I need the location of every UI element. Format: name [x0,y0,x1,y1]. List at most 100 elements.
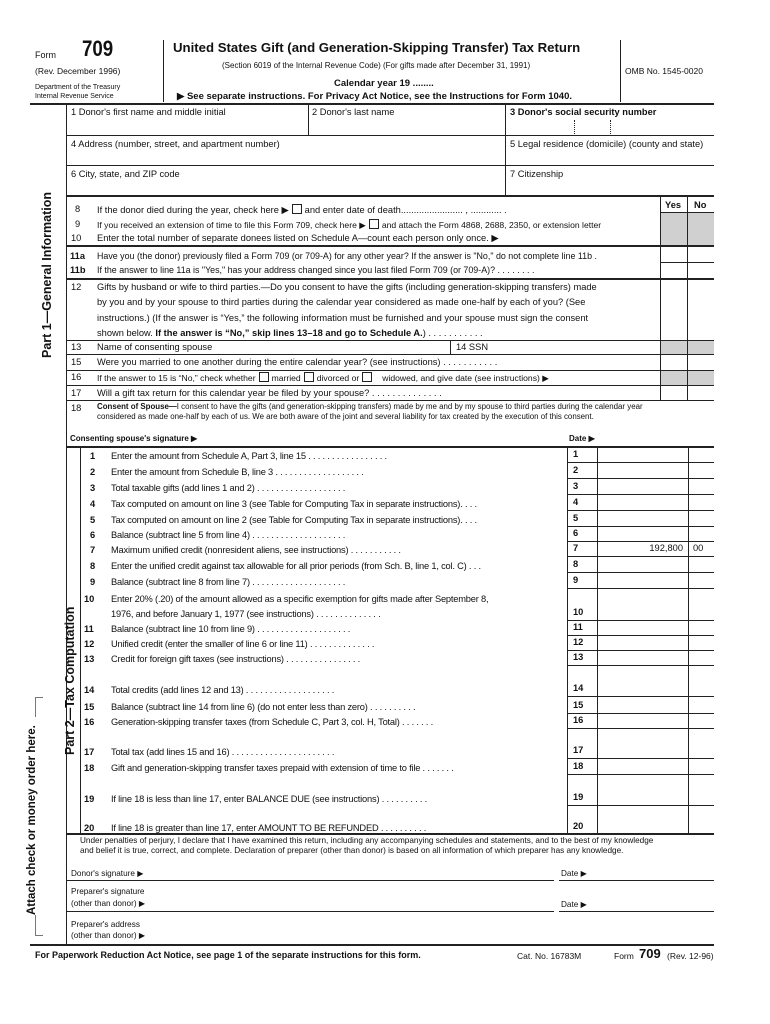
rule [567,541,714,542]
box-number: 16 [573,715,584,725]
box-number: 5 [573,513,579,523]
rule [660,212,714,213]
preparer-date[interactable]: Date ▶ [561,900,587,909]
line-8-text: and enter date of death [304,205,401,215]
line-13-text: Credit for foreign gift taxes (see instr… [111,654,361,664]
line-5-text: Tax computed on amount on line 2 (see Ta… [111,515,477,525]
box-number: 11 [573,622,583,632]
consent-text: I consent to have the gifts (and generat… [176,402,643,411]
box-number: 18 [573,761,584,771]
widowed-checkbox[interactable] [362,372,373,382]
divider [450,340,451,354]
line-number: 8 [75,204,81,214]
bracket [35,935,43,936]
line-number: 3 [90,483,96,493]
cents-col [688,447,689,833]
line-number: 10 [71,233,82,243]
rule [660,262,714,263]
consenting-spouse-signature[interactable]: Consenting spouse's signature ▶ [70,434,198,443]
rule [567,588,714,589]
rule [567,462,714,463]
donor-date[interactable]: Date ▶ [561,869,587,878]
ssn-sep [574,120,575,134]
married-label: married [271,373,301,383]
irs: Internal Revenue Service [35,93,114,100]
widowed-label: widowed, and give date (see instructions… [382,373,549,383]
field-city[interactable]: 6 City, state, and ZIP code [71,169,180,179]
divider [620,40,621,102]
bracket [35,697,36,717]
line-number: 9 [75,219,81,229]
line-10-text: 1976, and before January 1, 1977 (see in… [111,609,381,619]
no-col [687,197,688,400]
field-citizenship[interactable]: 7 Citizenship [510,169,564,179]
field-last-name[interactable]: 2 Donor's last name [312,107,395,117]
line-12-text: ) . . . . . . . . . . . [422,328,483,338]
consenting-spouse-name[interactable]: Name of consenting spouse [97,342,213,352]
rule [567,526,714,527]
rule [567,556,714,557]
box-number: 1 [573,449,579,459]
line-9-text: and attach the Form 4868, 2688, 2350, or… [381,220,602,230]
divider [308,104,309,135]
field-address[interactable]: 4 Address (number, street, and apartment… [71,139,280,149]
field-ssn[interactable]: 3 Donor's social security number [510,107,657,117]
line-16-text: Generation-skipping transfer taxes (from… [111,717,434,727]
rule [66,245,714,247]
line-7-amount[interactable]: 192,800 [649,543,683,553]
line-number: 18 [84,763,95,773]
spouse-ssn[interactable]: 14 SSN [456,342,489,352]
donor-signature[interactable]: Donor's signature ▶ [71,869,144,878]
rule [567,728,714,729]
line-number: 13 [84,654,95,664]
rule [66,165,714,166]
line-number: 16 [71,372,82,382]
spouse-date[interactable]: Date ▶ [569,434,595,443]
line-10[interactable]: Enter the total number of separate donee… [97,233,499,243]
line-18: Consent of Spouse—I consent to have the … [97,402,643,411]
line-12: instructions.) (If the answer is “Yes,” … [97,313,589,323]
rule [66,400,714,401]
instructions-note: ▶ See separate instructions. For Privacy… [177,91,572,102]
line-1-text: Enter the amount from Schedule A, Part 3… [111,451,387,461]
rule [66,446,714,448]
footer-form-number: 709 [639,946,661,961]
line-12: Gifts by husband or wife to third partie… [97,282,597,292]
line-number: 11b [70,265,86,275]
divorced-checkbox[interactable] [303,372,314,382]
catalog-number: Cat. No. 16783M [517,951,582,961]
line-12-text: shown below. [97,328,153,338]
line-6-text: Balance (subtract line 5 from line 4) . … [111,530,346,540]
line-4-text: Tax computed on amount on line 3 (see Ta… [111,499,477,509]
field-first-name[interactable]: 1 Donor's first name and middle initial [71,107,226,117]
preparer-address[interactable]: Preparer's address [71,920,140,929]
line-12-bold: If the answer is “No,” skip lines 13–18 … [155,328,423,338]
box-number: 4 [573,497,579,507]
rule [567,635,714,636]
divider [163,40,164,102]
line-17: Will a gift tax return for this calendar… [97,388,442,398]
box-col [567,447,568,833]
married-checkbox[interactable] [258,372,269,382]
calendar-year[interactable]: Calendar year 19 ........ [334,78,434,89]
footer-revision: (Rev. 12-96) [667,951,714,961]
preparer-signature[interactable]: Preparer's signature [71,887,145,896]
form-number: 709 [82,36,114,61]
date-of-death-field[interactable]: ........................ , ............ … [400,205,507,215]
line-number: 17 [84,747,95,757]
ssn-sep [610,120,611,134]
rule [66,833,714,835]
divorced-label: divorced or [316,373,360,383]
died-checkbox[interactable] [291,204,302,214]
rule [567,665,714,666]
line-7-cents[interactable]: 00 [693,543,704,553]
field-legal-residence[interactable]: 5 Legal residence (domicile) (county and… [510,139,704,149]
line-number: 1 [90,451,96,461]
box-number: 8 [573,559,579,569]
line-number: 5 [90,515,96,525]
extension-checkbox[interactable] [368,219,379,229]
rule [30,944,714,946]
box-number: 10 [573,607,584,617]
box-number: 20 [573,821,584,831]
